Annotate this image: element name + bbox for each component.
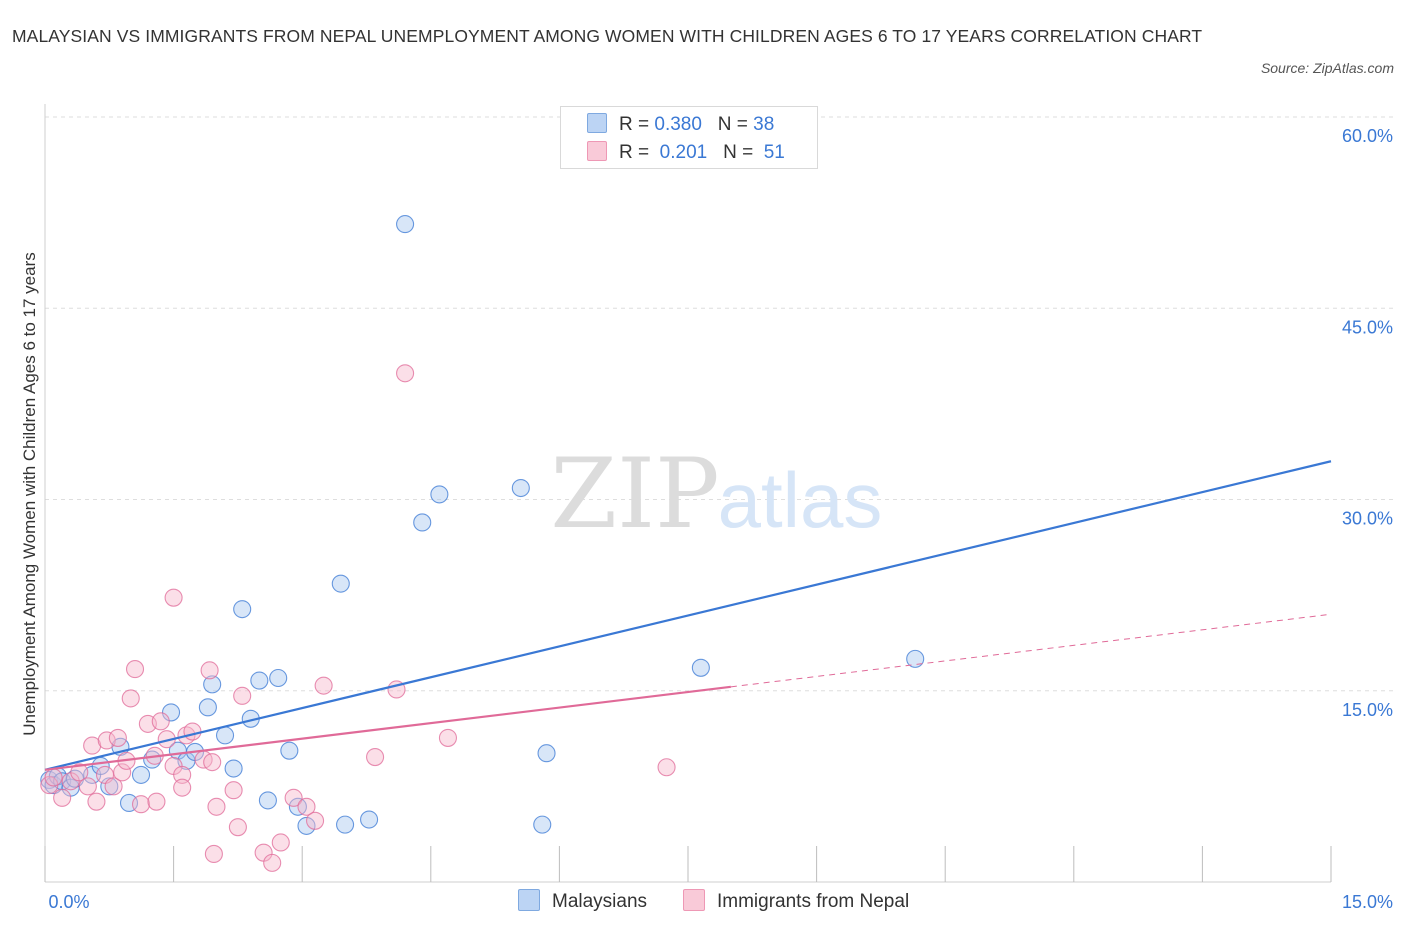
point-malaysians [215,726,235,745]
legend-n-label: N = [723,142,754,163]
point-immigrants-from-nepal [366,747,385,767]
point-immigrants-from-nepal [97,731,116,750]
point-immigrants-from-nepal [207,797,226,816]
point-immigrants-from-nepal [53,788,72,807]
legend-n-value: 38 [753,114,775,135]
point-immigrants-from-nepal [113,763,132,782]
point-immigrants-from-nepal [147,792,166,811]
point-immigrants-from-nepal [173,765,192,784]
point-malaysians [161,703,181,722]
point-immigrants-from-nepal [233,686,252,705]
point-immigrants-from-nepal [70,763,89,782]
point-immigrants-from-nepal [87,792,106,811]
y-tick-label: 15.0% [1342,700,1393,720]
point-malaysians [297,816,316,835]
legend-row-nepal: R = 0.201 N = 51 [587,140,785,166]
point-immigrants-from-nepal [131,795,151,814]
point-malaysians [331,574,350,593]
axes [44,104,1332,883]
point-malaysians [258,791,277,810]
point-malaysians [906,649,925,668]
trend-line-malaysians [44,460,1332,771]
legend-swatch-nepal [587,141,607,161]
trend-line-immigrants-from-nepal [44,685,731,771]
point-immigrants-from-nepal [108,728,127,747]
point-immigrants-from-nepal [125,660,145,679]
point-malaysians [100,777,119,796]
point-immigrants-from-nepal [183,722,202,741]
legend-r-label: R = [619,142,650,163]
point-immigrants-from-nepal [121,689,140,708]
point-malaysians [336,815,355,834]
point-malaysians [224,759,243,778]
legend-swatch-malaysians [587,113,607,133]
point-immigrants-from-nepal [306,811,325,830]
point-malaysians [396,215,415,234]
point-immigrants-from-nepal [204,844,223,864]
point-immigrants-from-nepal [438,728,457,747]
point-immigrants-from-nepal [173,778,192,797]
point-immigrants-from-nepal [200,661,219,680]
point-malaysians [233,600,252,619]
point-immigrants-from-nepal [224,781,243,800]
legend-r-value: 0.201 [659,142,708,163]
point-malaysians [533,815,552,834]
point-immigrants-from-nepal [263,853,282,872]
y-tick-label: 60.0% [1342,126,1393,146]
point-malaysians [198,698,217,717]
point-malaysians [511,478,530,498]
point-malaysians [269,668,288,688]
point-immigrants-from-nepal [104,777,123,796]
point-malaysians [413,513,432,532]
legend-n-value: 51 [763,142,785,163]
bottom-legend-swatch-nepal [683,889,705,911]
point-malaysians [537,744,556,763]
point-malaysians [203,675,222,694]
trend-line-dashed-immigrants-from-nepal [730,613,1332,688]
watermark-atlas: atlas [718,456,883,544]
bottom-legend-swatch-malaysians [518,889,540,911]
point-immigrants-from-nepal [203,753,222,772]
point-immigrants-from-nepal [284,788,303,807]
point-malaysians [360,810,379,829]
chart-title: MALAYSIAN VS IMMIGRANTS FROM NEPAL UNEMP… [12,26,1203,46]
legend-n-label: N = [717,114,748,135]
legend-r-label: R = [619,114,650,135]
x-tick-label: 15.0% [1342,892,1393,912]
point-immigrants-from-nepal [228,818,247,837]
point-malaysians [691,658,710,677]
correlation-legend: R = 0.380 N = 38 R = 0.201 N = 51 [560,106,818,169]
watermark-zip: ZIP [550,438,719,550]
tick-labels: 15.0% 30.0% 45.0% 60.0% 0.0% 15.0% [48,126,1393,912]
x-tick-label: 0.0% [48,892,89,912]
point-immigrants-from-nepal [164,588,183,607]
bottom-legend-label: Immigrants from Nepal [717,891,910,912]
point-immigrants-from-nepal [78,777,97,796]
point-immigrants-from-nepal [657,758,676,777]
y-axis-label: Unemployment Among Women with Children A… [20,252,39,736]
y-tick-label: 30.0% [1342,509,1393,529]
point-malaysians [280,741,299,760]
point-malaysians [131,765,151,784]
legend-row-malaysians: R = 0.380 N = 38 [587,112,774,138]
point-immigrants-from-nepal [396,364,415,383]
bottom-legend-nepal: Immigrants from Nepal [683,889,909,913]
bottom-legend-malaysians: Malaysians [518,889,647,913]
point-malaysians [250,671,269,690]
point-immigrants-from-nepal [297,797,316,816]
point-immigrants-from-nepal [83,736,102,755]
source-label: Source: ZipAtlas.com [1260,60,1394,76]
point-immigrants-from-nepal [314,676,333,695]
trend-lines [44,460,1332,771]
y-tick-label: 45.0% [1342,317,1393,337]
point-immigrants-from-nepal [44,768,63,787]
legend-r-value: 0.380 [654,114,702,135]
bottom-legend-label: Malaysians [552,891,648,912]
point-immigrants-from-nepal [151,712,170,731]
point-malaysians [430,485,449,504]
point-immigrants-from-nepal [271,833,290,852]
